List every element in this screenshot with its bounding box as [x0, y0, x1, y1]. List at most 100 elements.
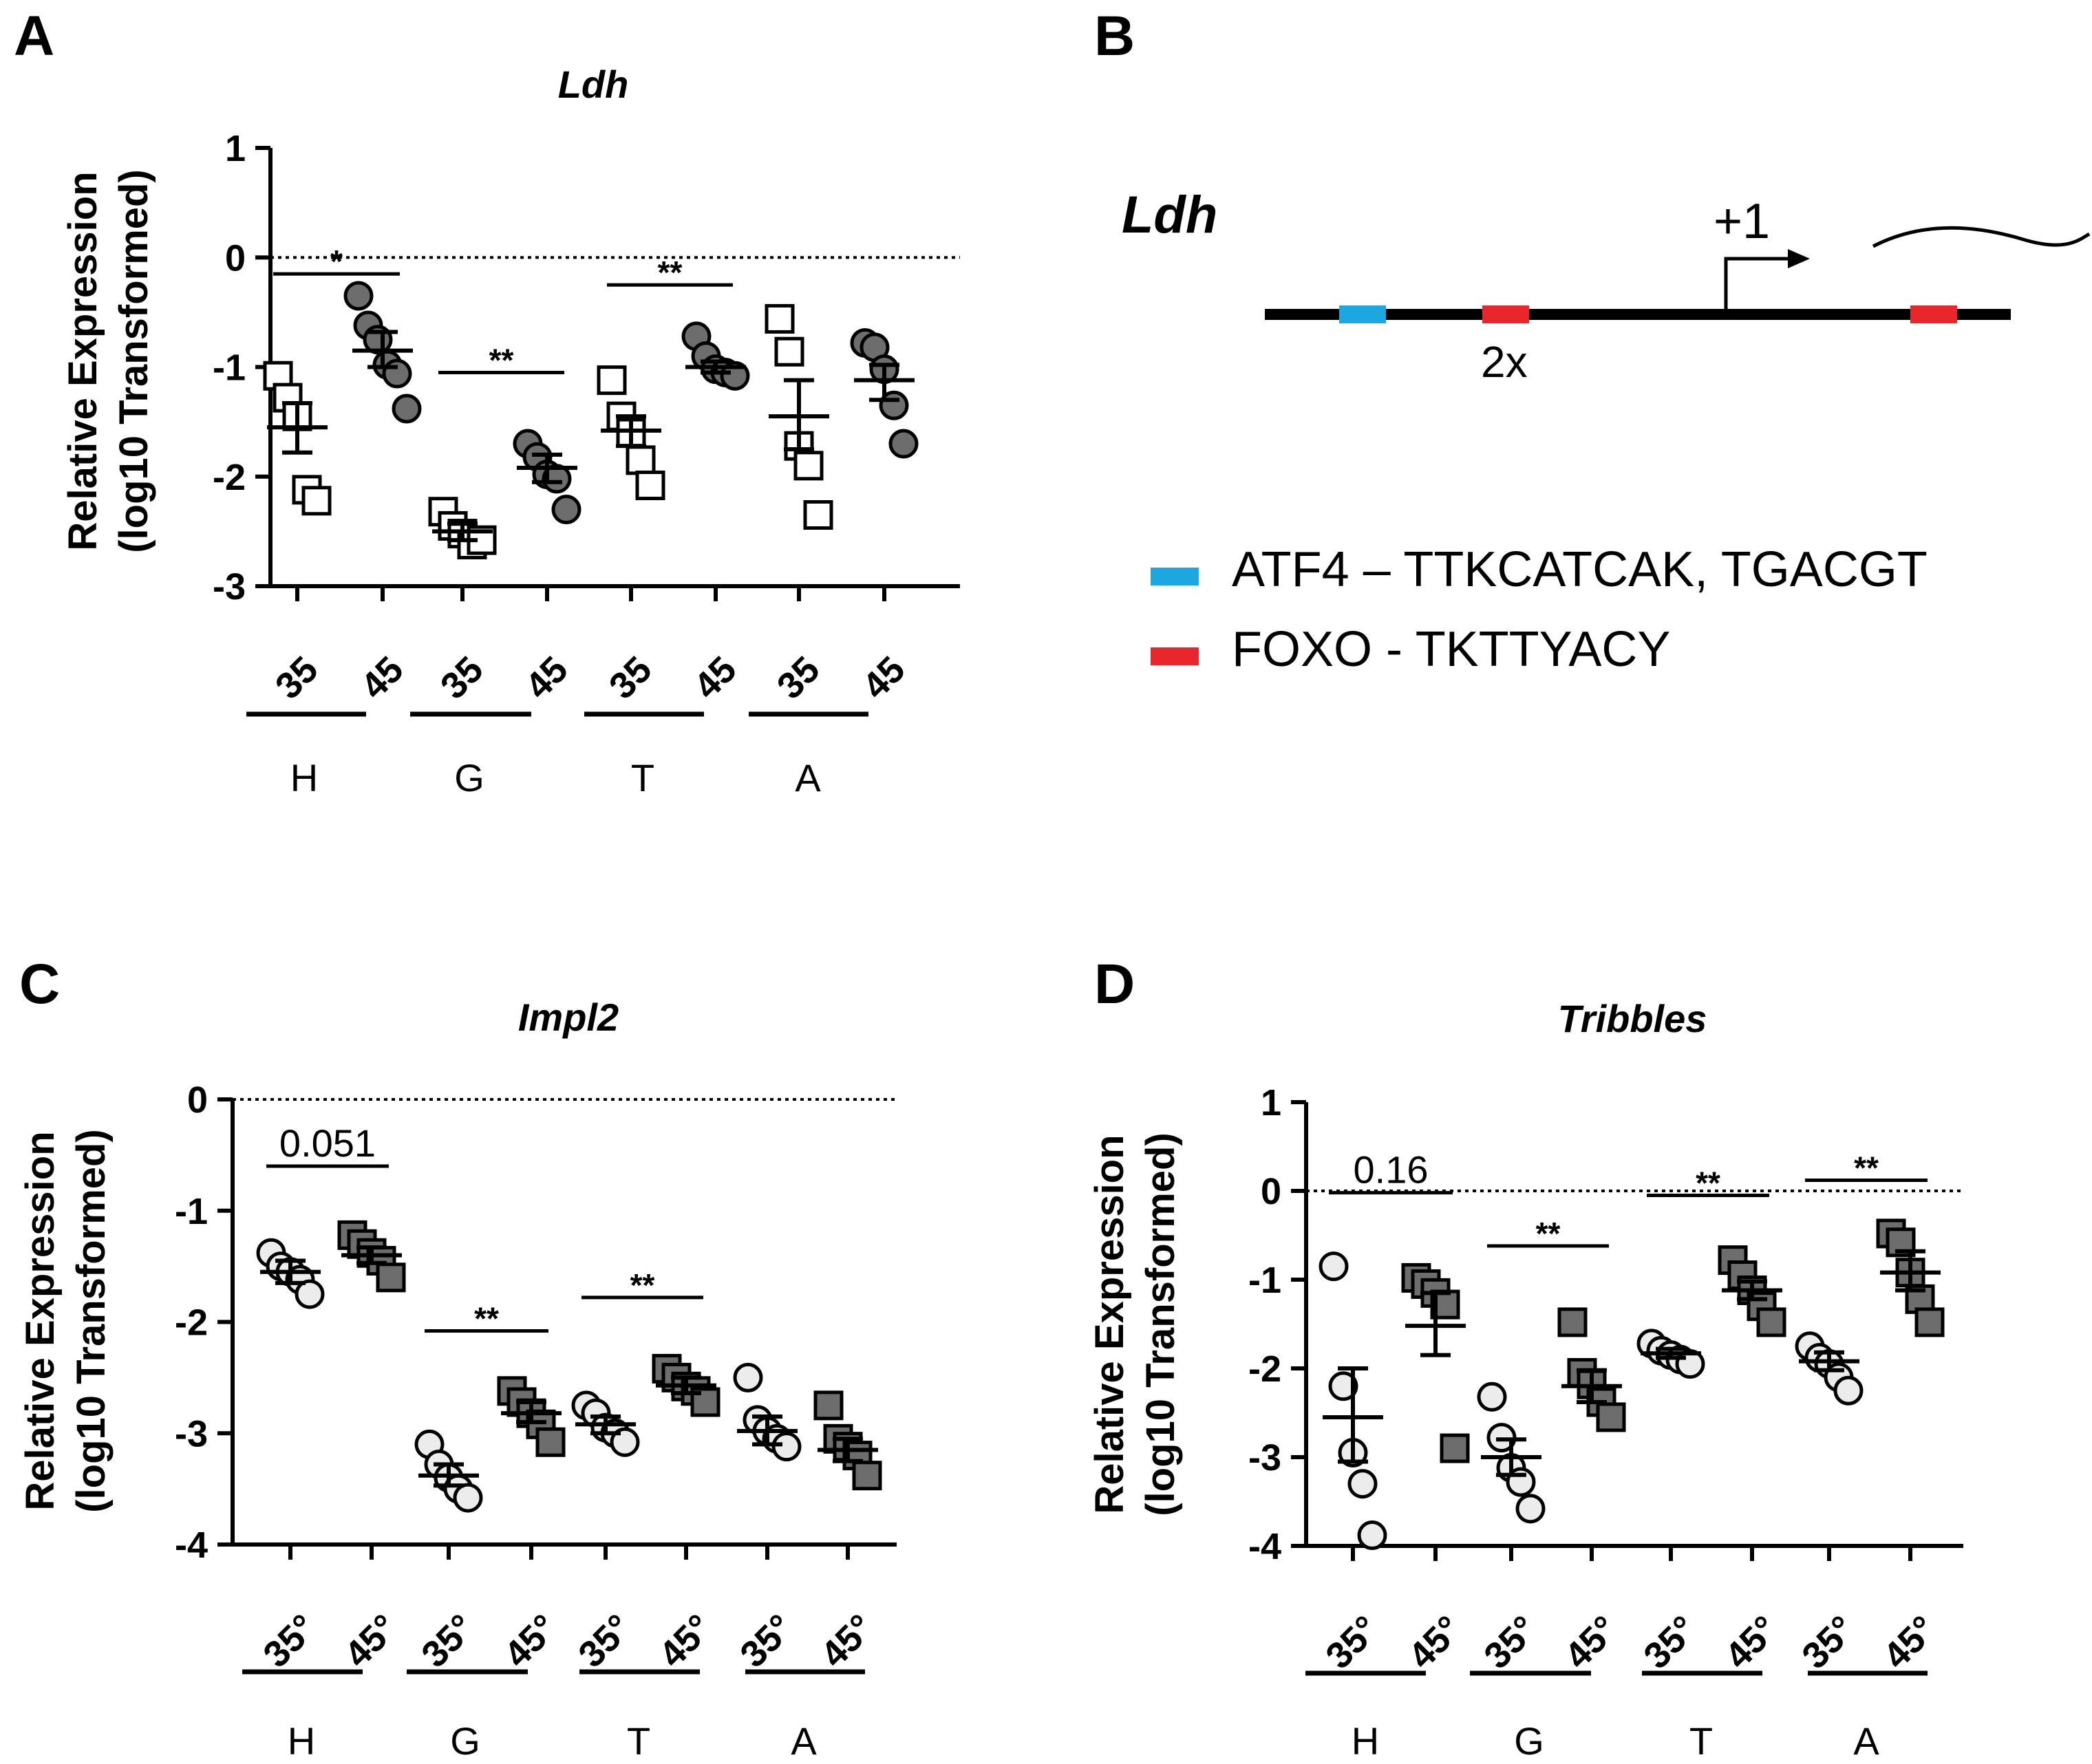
data-point	[803, 499, 833, 530]
promoter-diagram: Ldh +1 2x ATF4 – TTKCATCAK, TGACGT FOXO …	[1122, 186, 2091, 677]
data-point	[535, 1427, 566, 1457]
data-point	[1515, 1494, 1546, 1524]
x-tick-label: 45	[353, 649, 412, 707]
y-axis-label: Relative Expression	[1087, 1134, 1132, 1514]
y-tick-label: -4	[1248, 1526, 1281, 1567]
data-point	[453, 1483, 483, 1513]
y-axis-label-units: (log10 Transformed)	[111, 169, 156, 553]
x-tick-label: 35°	[255, 1606, 324, 1675]
y-tick-label: -2	[175, 1302, 208, 1344]
y-tick-label: -1	[213, 347, 246, 389]
data-point	[793, 451, 824, 481]
significance-label: **	[658, 255, 683, 290]
group-label: T	[631, 756, 654, 799]
group-label: A	[1853, 1719, 1879, 1763]
data-point	[542, 464, 572, 494]
group-label: H	[1352, 1719, 1379, 1763]
data-point	[1357, 1520, 1387, 1551]
x-tick-label: 45°	[1875, 1608, 1944, 1677]
chart-impl2: Impl2 Relative Expression (log10 Transform…	[18, 996, 897, 1763]
significance-label: **	[489, 342, 514, 378]
significance-label: **	[474, 1300, 499, 1336]
data-point	[551, 495, 581, 525]
y-tick-label: -2	[213, 457, 246, 498]
data-point	[765, 303, 795, 334]
x-tick-label: 45°	[651, 1606, 720, 1675]
y-tick-label: -1	[1248, 1260, 1281, 1301]
data-point	[597, 365, 627, 396]
x-tick-label: 45°	[496, 1606, 565, 1675]
y-tick-label: -3	[175, 1413, 208, 1454]
x-tick-label: 45°	[337, 1606, 405, 1675]
y-tick-label: 0	[225, 237, 246, 279]
chart-title: Ldh	[558, 63, 629, 106]
foxo-site-1	[1482, 305, 1529, 323]
legend-swatch-atf4	[1151, 568, 1199, 585]
significance-label: 0.051	[279, 1121, 376, 1165]
data-point	[392, 394, 422, 424]
data-point	[635, 470, 665, 500]
panel-label-b: B	[1094, 5, 1135, 67]
data-point	[610, 1427, 640, 1457]
x-tick-label: 35°	[414, 1606, 482, 1675]
data-point	[813, 1390, 844, 1421]
panel-label-d: D	[1094, 953, 1135, 1015]
x-tick-label: 45	[855, 649, 913, 707]
chart-title: Impl2	[518, 996, 619, 1039]
x-tick-label: 45	[686, 649, 745, 707]
x-tick-label: 45°	[813, 1606, 882, 1675]
data-point	[733, 1362, 763, 1392]
data-point	[888, 429, 919, 459]
significance-label: *	[330, 244, 343, 279]
group-label: H	[288, 1719, 315, 1763]
y-tick-label: -3	[1248, 1437, 1281, 1478]
data-point	[1440, 1433, 1470, 1463]
group-label: T	[1689, 1719, 1713, 1763]
data-point	[852, 1461, 882, 1491]
y-tick-label: 1	[1261, 1082, 1281, 1123]
data-point	[774, 336, 804, 367]
x-tick-label: 45°	[1717, 1608, 1786, 1677]
group-label: A	[791, 1719, 817, 1763]
data-point	[382, 358, 412, 389]
chart-tribbles: Tribbles Relative Expression (log10 Transf…	[1087, 997, 1963, 1763]
y-axis-label-units: (log10 Transformed)	[1138, 1132, 1183, 1516]
data-point	[1914, 1307, 1945, 1337]
panel-label-c: C	[19, 953, 60, 1015]
group-label: G	[450, 1719, 480, 1763]
data-point	[720, 361, 750, 391]
x-tick-label: 35°	[1318, 1608, 1387, 1677]
data-point	[771, 1432, 802, 1462]
x-tick-label: 35	[601, 649, 660, 707]
panel-label-a: A	[14, 5, 54, 67]
group-label: G	[1514, 1719, 1544, 1763]
chart-title: Tribbles	[1558, 997, 1707, 1040]
x-tick-label: 35°	[570, 1606, 639, 1675]
data-point	[1319, 1251, 1349, 1282]
y-axis-label: Relative Expression	[18, 1131, 63, 1510]
atf4-site	[1339, 305, 1386, 323]
data-point	[1557, 1307, 1588, 1337]
y-tick-label: -2	[1248, 1348, 1281, 1390]
data-point	[1833, 1375, 1864, 1406]
y-tick-label: 0	[1261, 1171, 1281, 1212]
legend-label-foxo: FOXO - TKTTYACY	[1232, 622, 1670, 677]
significance-label: **	[1696, 1165, 1720, 1201]
y-axis-label-units: (log10 Transformed)	[69, 1129, 114, 1513]
group-label: T	[627, 1719, 650, 1763]
transcript-wave-icon	[1872, 226, 2091, 248]
data-point	[1328, 1371, 1358, 1401]
y-tick-label: -3	[213, 566, 246, 607]
significance-label: **	[1854, 1150, 1879, 1186]
y-axis-label: Relative Expression	[61, 171, 105, 550]
data-point	[295, 1279, 325, 1309]
data-point	[376, 1262, 406, 1293]
repeat-label: 2x	[1481, 337, 1528, 387]
x-tick-label: 35°	[732, 1606, 801, 1675]
data-point	[1756, 1307, 1786, 1337]
data-point	[1596, 1402, 1626, 1432]
foxo-site-2	[1910, 305, 1957, 323]
data-point	[1477, 1381, 1507, 1412]
tss-arrow-icon	[1724, 257, 1802, 310]
